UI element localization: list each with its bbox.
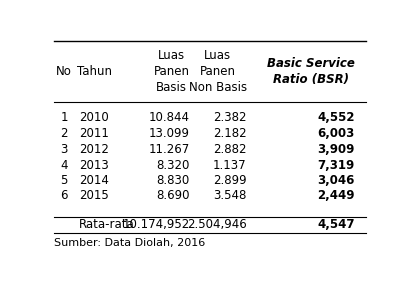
Text: Basic Service
Ratio (BSR): Basic Service Ratio (BSR) bbox=[266, 57, 354, 86]
Text: 1: 1 bbox=[60, 111, 67, 124]
Text: 2011: 2011 bbox=[79, 127, 109, 140]
Text: 6,003: 6,003 bbox=[317, 127, 354, 140]
Text: 4,547: 4,547 bbox=[317, 219, 354, 232]
Text: 7,319: 7,319 bbox=[317, 159, 354, 172]
Text: 2012: 2012 bbox=[79, 143, 109, 156]
Text: Luas
Panen
Basis: Luas Panen Basis bbox=[153, 49, 189, 94]
Text: 8.320: 8.320 bbox=[156, 159, 189, 172]
Text: 2.382: 2.382 bbox=[213, 111, 246, 124]
Text: 2015: 2015 bbox=[79, 189, 109, 202]
Text: Rata-rata: Rata-rata bbox=[79, 219, 135, 232]
Text: 10.174,952: 10.174,952 bbox=[122, 219, 189, 232]
Text: 4: 4 bbox=[60, 159, 67, 172]
Text: 8.830: 8.830 bbox=[156, 174, 189, 187]
Text: 2.504,946: 2.504,946 bbox=[187, 219, 246, 232]
Text: 2,449: 2,449 bbox=[317, 189, 354, 202]
Text: 2014: 2014 bbox=[79, 174, 109, 187]
Text: Luas
Panen
Non Basis: Luas Panen Non Basis bbox=[188, 49, 246, 94]
Text: 5: 5 bbox=[60, 174, 67, 187]
Text: 10.844: 10.844 bbox=[148, 111, 189, 124]
Text: 3.548: 3.548 bbox=[213, 189, 246, 202]
Text: 2.899: 2.899 bbox=[213, 174, 246, 187]
Text: 2013: 2013 bbox=[79, 159, 109, 172]
Text: 8.690: 8.690 bbox=[155, 189, 189, 202]
Text: 6: 6 bbox=[60, 189, 67, 202]
Text: 3,046: 3,046 bbox=[317, 174, 354, 187]
Text: 2.182: 2.182 bbox=[213, 127, 246, 140]
Text: Sumber: Data Diolah, 2016: Sumber: Data Diolah, 2016 bbox=[54, 238, 205, 248]
Text: 3: 3 bbox=[60, 143, 67, 156]
Text: 11.267: 11.267 bbox=[148, 143, 189, 156]
Text: 4,552: 4,552 bbox=[317, 111, 354, 124]
Text: 2: 2 bbox=[60, 127, 67, 140]
Text: 2010: 2010 bbox=[79, 111, 109, 124]
Text: 2.882: 2.882 bbox=[213, 143, 246, 156]
Text: Tahun: Tahun bbox=[76, 65, 111, 78]
Text: 13.099: 13.099 bbox=[148, 127, 189, 140]
Text: 1.137: 1.137 bbox=[213, 159, 246, 172]
Text: No: No bbox=[56, 65, 72, 78]
Text: 3,909: 3,909 bbox=[317, 143, 354, 156]
